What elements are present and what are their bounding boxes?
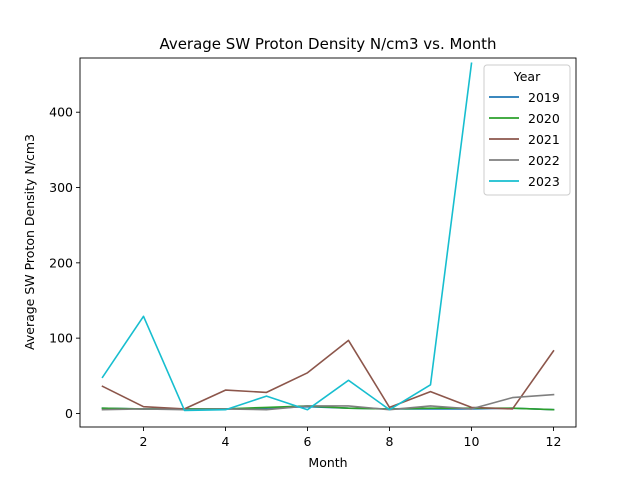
series-line-2023 [101,62,473,412]
legend-title: Year [513,69,541,84]
legend-label-2020: 2020 [528,111,560,126]
x-tick-label: 6 [304,434,312,449]
x-tick-label: 2 [140,434,148,449]
legend-label-2021: 2021 [528,132,560,147]
y-tick-label: 200 [49,255,73,270]
axes: 2 4 6 8 10 12 0 100 200 300 400 [49,57,577,449]
y-tick-label: 0 [65,406,73,421]
y-tick-label: 100 [49,331,73,346]
x-tick-label: 12 [546,434,562,449]
x-tick-label: 8 [386,434,394,449]
x-tick-label: 4 [222,434,230,449]
x-axis-title: Month [308,455,347,470]
y-tick-label: 400 [49,105,73,120]
legend-label-2022: 2022 [528,153,560,168]
y-axis-title: Average SW Proton Density N/cm3 [22,134,37,350]
legend-label-2023: 2023 [528,174,560,189]
chart-title: Average SW Proton Density N/cm3 vs. Mont… [159,35,496,53]
legend: Year 2019 2020 2021 2022 2023 [483,64,571,196]
plot-area [101,62,555,412]
y-tick-label: 300 [49,180,73,195]
x-tick-label: 10 [464,434,480,449]
series-line-2022 [101,393,555,411]
axes-frame [79,57,577,428]
legend-label-2019: 2019 [528,90,560,105]
